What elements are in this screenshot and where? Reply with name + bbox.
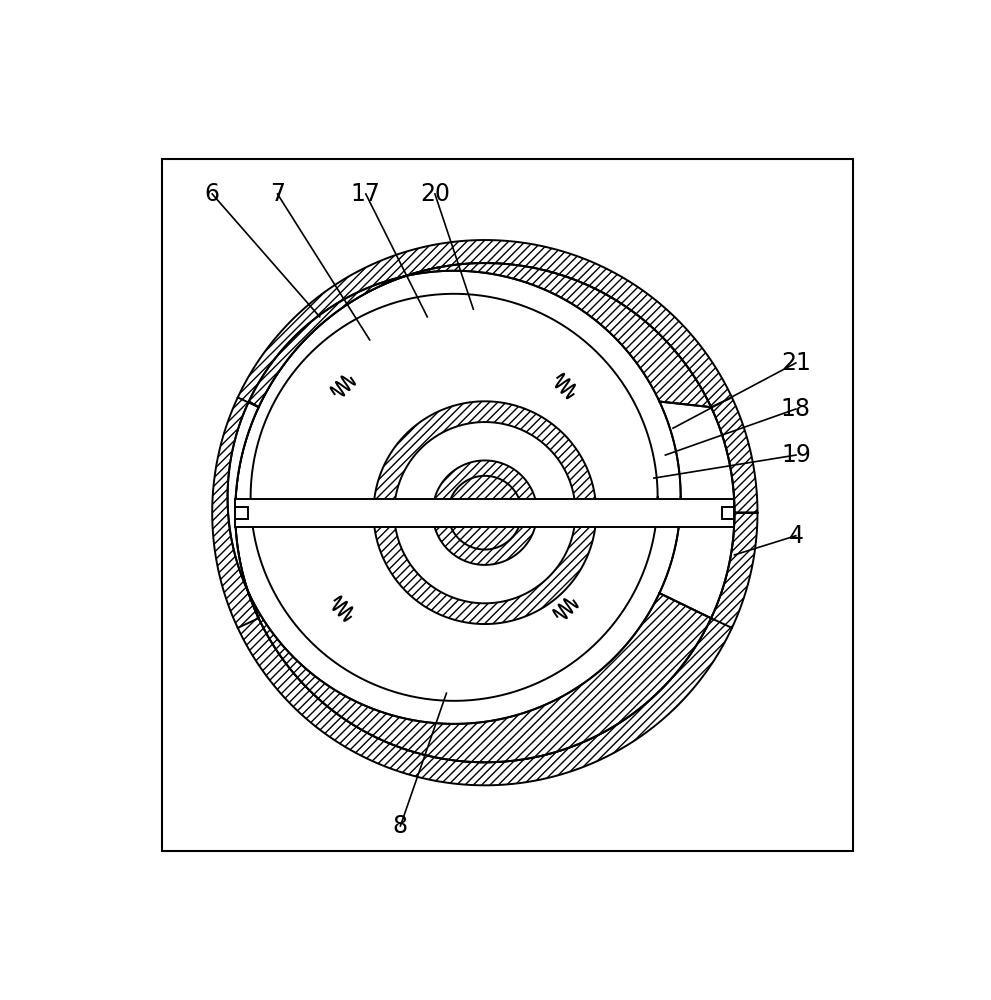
Polygon shape xyxy=(249,263,712,407)
Polygon shape xyxy=(228,402,259,618)
Polygon shape xyxy=(212,240,757,785)
Text: 17: 17 xyxy=(351,182,381,206)
Text: 21: 21 xyxy=(781,351,811,375)
Bar xyxy=(235,499,734,527)
Bar xyxy=(235,507,248,519)
Text: 18: 18 xyxy=(781,397,811,421)
Polygon shape xyxy=(249,593,712,762)
Text: 20: 20 xyxy=(420,182,450,206)
Text: 4: 4 xyxy=(789,524,804,548)
Text: 7: 7 xyxy=(270,182,285,206)
Text: 19: 19 xyxy=(781,443,811,467)
Bar xyxy=(722,507,734,519)
Polygon shape xyxy=(374,401,597,624)
Polygon shape xyxy=(659,402,734,618)
Text: 6: 6 xyxy=(205,182,220,206)
Text: 8: 8 xyxy=(392,814,408,838)
Polygon shape xyxy=(433,460,537,565)
